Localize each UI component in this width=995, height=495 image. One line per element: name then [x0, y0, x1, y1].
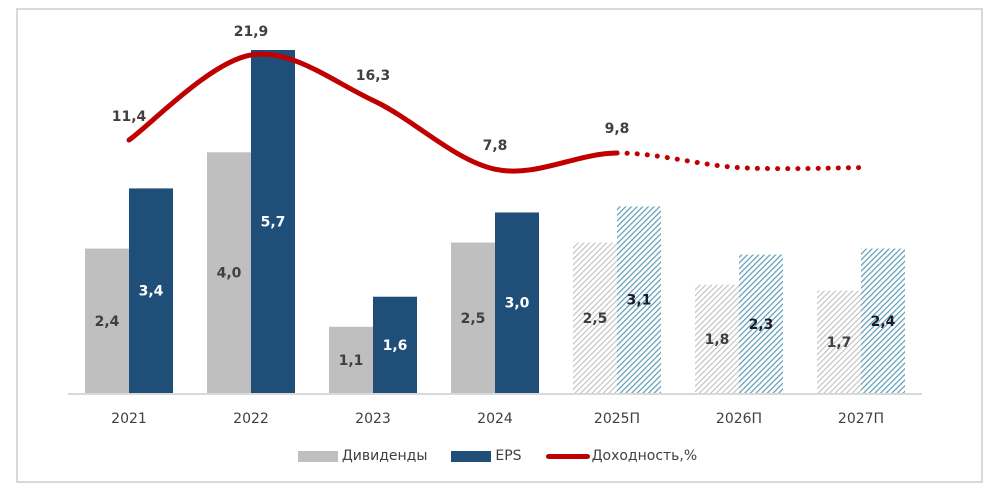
legend-label-dividends: Дивиденды: [341, 448, 428, 464]
yield-line-forecast: [614, 150, 864, 172]
x-tick-label: 2025П: [594, 411, 640, 427]
bar-eps-2024: [495, 212, 539, 393]
bar-eps-2023: [373, 296, 417, 393]
data-label-eps: 2,4: [871, 314, 896, 330]
data-label-yield: 7,8: [483, 138, 508, 154]
legend-label-yield: Доходность,%: [591, 448, 698, 464]
data-label-eps: 1,6: [383, 338, 408, 354]
bar-dividends-2026П: [695, 284, 739, 393]
x-tick-label: 2022: [233, 411, 269, 427]
bar-dividends-2021: [85, 248, 129, 393]
legend: Дивиденды EPS Доходность,%: [0, 448, 995, 464]
data-label-dividends: 4,0: [217, 266, 242, 282]
bar-dividends-2027П: [817, 290, 861, 393]
x-tick-label: 2023: [355, 411, 391, 427]
legend-swatch-eps: [451, 450, 492, 462]
bars-layer: [85, 50, 905, 393]
x-tick-label: 2021: [111, 411, 147, 427]
data-label-dividends: 1,7: [827, 335, 852, 351]
legend-swatch-dividends: [297, 450, 338, 462]
x-tick-label: 2024: [477, 411, 513, 427]
x-axis-ticks: 2021 2022 2023 2024 2025П 2026П 2027П: [111, 411, 884, 427]
data-label-yield: 16,3: [356, 68, 391, 84]
data-label-dividends: 1,1: [339, 353, 364, 369]
data-label-eps: 3,4: [139, 284, 164, 300]
data-label-dividends: 2,5: [583, 311, 608, 327]
legend-item-dividends: Дивиденды: [297, 448, 428, 464]
data-label-dividends: 1,8: [705, 332, 730, 348]
legend-swatch-yield: [545, 453, 590, 459]
data-label-yield: 9,8: [605, 121, 630, 137]
data-label-eps: 5,7: [261, 215, 286, 231]
bar-dividends-2024: [451, 242, 495, 393]
data-label-eps: 3,1: [627, 293, 652, 309]
legend-item-yield: Доходность,%: [545, 448, 698, 464]
data-label-eps: 3,0: [505, 296, 530, 312]
bar-dividends-2023: [329, 326, 373, 393]
legend-item-eps: EPS: [451, 448, 522, 464]
bar-dividends-2025П: [573, 242, 617, 393]
yield-line-layer: [126, 51, 864, 174]
data-label-yield: 21,9: [234, 24, 269, 40]
data-label-eps: 2,3: [749, 317, 774, 333]
data-label-dividends: 2,5: [461, 311, 486, 327]
bar-eps-2025П: [617, 206, 661, 393]
data-label-dividends: 2,4: [95, 314, 120, 330]
bar-eps-2026П: [739, 254, 783, 393]
bar-eps-2021: [129, 188, 173, 393]
x-tick-label: 2026П: [716, 411, 762, 427]
bar-dividends-2022: [207, 152, 251, 393]
x-tick-label: 2027П: [838, 411, 884, 427]
bar-eps-2022: [251, 50, 295, 393]
bar-eps-2027П: [861, 248, 905, 393]
data-labels-layer: 2,4 3,4 4,0 5,7 1,1 1,6 2,5 3,0 2,5 3,1 1,8 2,3 1,7 2…: [95, 24, 896, 369]
legend-label-eps: EPS: [495, 448, 522, 464]
data-label-yield: 11,4: [112, 109, 147, 125]
